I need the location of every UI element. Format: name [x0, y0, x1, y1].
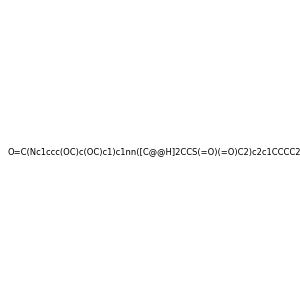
Text: O=C(Nc1ccc(OC)c(OC)c1)c1nn([C@@H]2CCS(=O)(=O)C2)c2c1CCCC2: O=C(Nc1ccc(OC)c(OC)c1)c1nn([C@@H]2CCS(=O…	[7, 147, 300, 156]
